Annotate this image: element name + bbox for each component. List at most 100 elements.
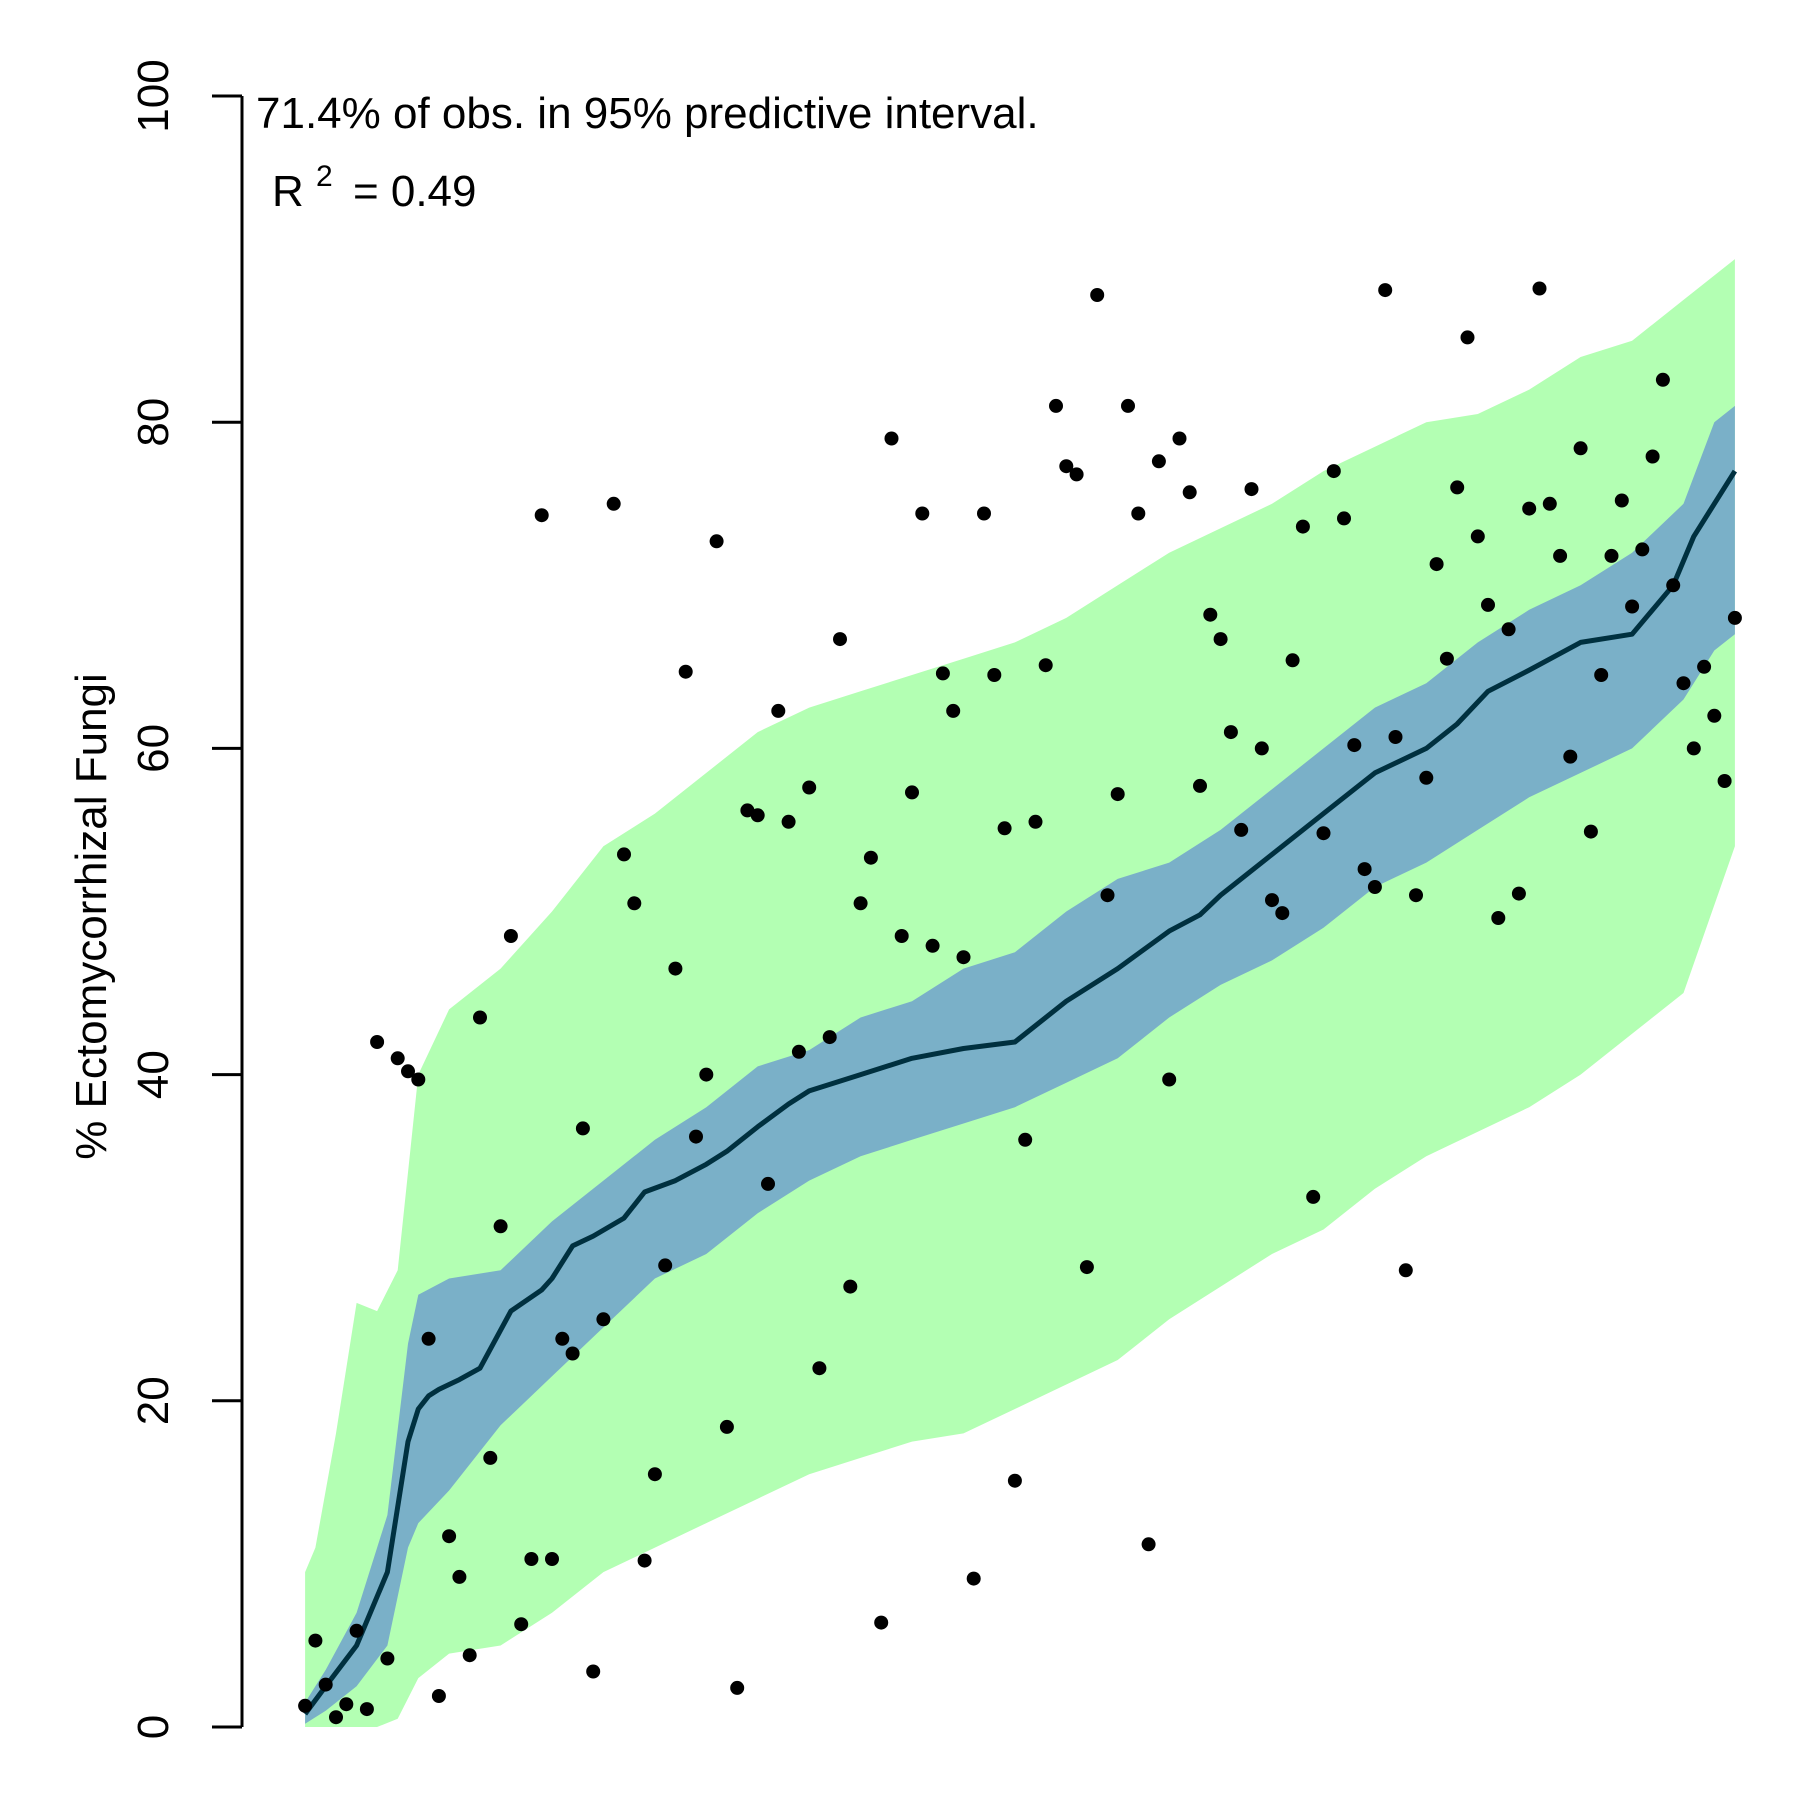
data-point — [359, 1702, 374, 1717]
data-point — [1491, 911, 1506, 925]
data-point — [1727, 610, 1742, 625]
y-tick-label: 80 — [129, 398, 178, 447]
mean-prediction-line — [303, 469, 1738, 1716]
data-point — [1306, 1189, 1321, 1204]
data-point — [915, 506, 930, 521]
data-point — [555, 1331, 570, 1346]
data-point — [802, 780, 817, 795]
data-point — [1100, 888, 1115, 903]
data-point — [1398, 1263, 1413, 1278]
data-point — [473, 1010, 487, 1025]
data-point — [1059, 459, 1074, 474]
data-point — [1707, 708, 1722, 723]
data-point — [1234, 822, 1249, 837]
data-point — [1110, 787, 1125, 802]
data-point — [894, 929, 909, 943]
data-point — [1213, 632, 1228, 647]
data-point — [1049, 398, 1063, 413]
data-point — [606, 496, 621, 511]
r-squared-symbol: R — [272, 167, 304, 216]
data-point — [1501, 622, 1516, 637]
data-point — [411, 1072, 426, 1087]
data-point — [503, 929, 518, 943]
data-point — [1121, 398, 1135, 413]
data-point — [647, 1467, 662, 1482]
data-point — [596, 1312, 611, 1327]
data-point — [966, 1571, 981, 1586]
data-point — [689, 1129, 703, 1144]
data-point — [1717, 774, 1732, 788]
data-point — [1275, 906, 1290, 921]
data-point — [853, 896, 868, 911]
data-point — [1367, 880, 1382, 894]
data-point — [863, 850, 878, 865]
data-point — [1583, 824, 1598, 839]
data-point — [1162, 1072, 1177, 1087]
data-point — [1686, 741, 1701, 756]
data-point — [1697, 659, 1712, 674]
data-point — [977, 506, 991, 521]
data-point — [658, 1258, 673, 1273]
data-point — [1038, 658, 1053, 673]
data-point — [514, 1617, 529, 1632]
data-point — [462, 1648, 477, 1663]
data-point — [1522, 501, 1537, 516]
data-point — [1131, 506, 1146, 521]
data-point — [1470, 529, 1485, 544]
data-point — [1388, 730, 1403, 744]
data-point — [771, 703, 786, 718]
data-point — [617, 847, 631, 862]
data-point — [565, 1346, 580, 1361]
data-point — [524, 1552, 539, 1566]
data-point — [421, 1331, 436, 1346]
data-point — [627, 896, 642, 911]
data-point — [1511, 886, 1526, 901]
data-point — [1666, 578, 1681, 593]
data-point — [1028, 814, 1043, 829]
y-tick-label: 100 — [129, 59, 178, 132]
data-point — [1676, 676, 1691, 691]
data-point — [339, 1697, 354, 1712]
data-point — [493, 1219, 508, 1234]
r-squared-annotation: R 2 = 0.49 — [272, 147, 477, 216]
data-point — [1295, 519, 1310, 534]
r-squared-value: = 0.49 — [353, 167, 477, 216]
data-point — [1439, 651, 1454, 666]
data-point — [1625, 599, 1640, 614]
data-point — [1337, 511, 1351, 526]
data-point — [452, 1569, 467, 1584]
data-point — [318, 1677, 333, 1692]
data-point — [833, 632, 847, 647]
data-point — [1172, 431, 1187, 446]
mean-line-layer — [303, 469, 1738, 1716]
data-point — [1285, 653, 1300, 668]
data-point — [1090, 288, 1105, 302]
data-point — [1409, 888, 1423, 903]
interval-bands — [305, 259, 1735, 1728]
data-point — [1223, 725, 1238, 740]
inner-interval-band — [305, 405, 1735, 1724]
data-point — [1553, 548, 1568, 563]
r-squared-superscript: 2 — [316, 160, 333, 193]
data-point — [905, 785, 919, 800]
data-point — [329, 1710, 343, 1725]
data-point — [1182, 485, 1197, 500]
data-point — [545, 1552, 559, 1566]
data-point — [586, 1664, 601, 1679]
data-point — [709, 534, 724, 549]
data-point — [1635, 542, 1650, 557]
data-point — [1007, 1473, 1022, 1488]
data-point — [534, 508, 549, 523]
data-point — [380, 1651, 395, 1666]
data-point — [401, 1064, 415, 1079]
y-tick-label: 60 — [129, 724, 178, 773]
data-point — [997, 821, 1012, 836]
data-point — [1419, 770, 1434, 785]
data-point — [1193, 778, 1207, 793]
data-point — [298, 1698, 313, 1713]
data-point — [1450, 480, 1465, 495]
data-point — [935, 666, 950, 681]
data-point — [370, 1035, 385, 1049]
